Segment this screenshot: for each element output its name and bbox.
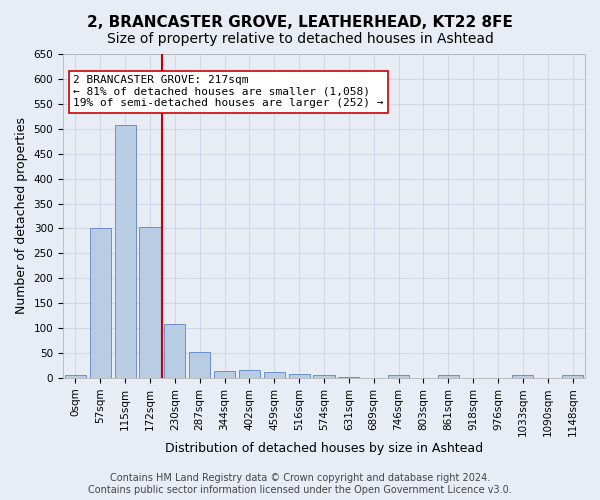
Bar [115,126,136,378]
Bar [65,376,86,378]
Text: 2 BRANCASTER GROVE: 217sqm
← 81% of detached houses are smaller (1,058)
19% of s: 2 BRANCASTER GROVE: 217sqm ← 81% of deta… [73,75,384,108]
Text: Contains HM Land Registry data © Crown copyright and database right 2024.
Contai: Contains HM Land Registry data © Crown c… [88,474,512,495]
Bar [388,376,409,378]
Y-axis label: Number of detached properties: Number of detached properties [15,118,28,314]
Bar [338,377,359,378]
Bar [189,352,210,378]
Bar [239,370,260,378]
Text: Size of property relative to detached houses in Ashtead: Size of property relative to detached ho… [107,32,493,46]
Bar [139,228,161,378]
Bar [562,376,583,378]
Text: 2, BRANCASTER GROVE, LEATHERHEAD, KT22 8FE: 2, BRANCASTER GROVE, LEATHERHEAD, KT22 8… [87,15,513,30]
X-axis label: Distribution of detached houses by size in Ashtead: Distribution of detached houses by size … [165,442,483,455]
Bar [90,228,111,378]
Bar [313,376,335,378]
Bar [512,376,533,378]
Bar [289,374,310,378]
Bar [438,376,459,378]
Bar [164,324,185,378]
Bar [264,372,285,378]
Bar [214,371,235,378]
